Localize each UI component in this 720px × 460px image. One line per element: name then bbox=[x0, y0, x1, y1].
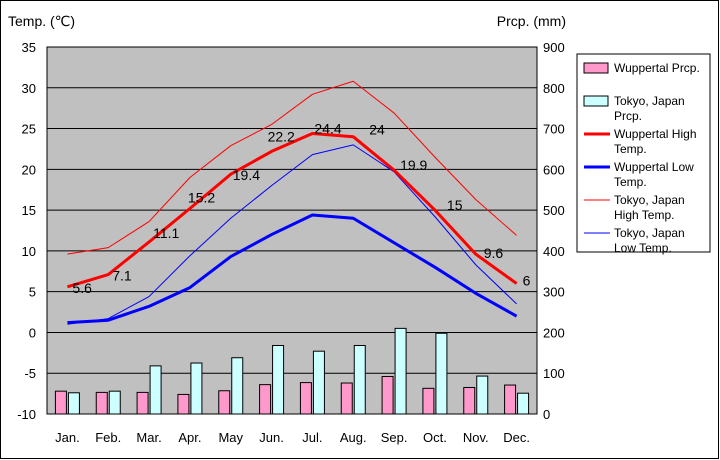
right-tick-label: 800 bbox=[543, 81, 565, 96]
bar-wuppertal-prcp bbox=[504, 384, 517, 415]
bar-wuppertal-prcp bbox=[381, 375, 394, 415]
bar-wuppertal-prcp bbox=[218, 390, 231, 415]
left-tick-label: 5 bbox=[29, 285, 36, 300]
data-labels-layer: 5.6 7.1 11.1 15.2 19.4 22.2 24.4 24 19.9 15 9.6 6 bbox=[72, 120, 530, 295]
right-tick-label: 600 bbox=[543, 162, 565, 177]
legend-label: Low Temp. bbox=[614, 241, 672, 255]
data-label: 11.1 bbox=[153, 225, 179, 241]
bar-wuppertal-prcp bbox=[299, 382, 312, 415]
left-tick-label: 15 bbox=[22, 203, 36, 218]
x-tick-label: Jun. bbox=[259, 430, 284, 445]
right-tick-label: 100 bbox=[543, 366, 565, 381]
right-axis-label: Prcp. (mm) bbox=[497, 13, 566, 29]
x-tick-label: Sep. bbox=[381, 430, 408, 445]
x-tick-label: Jan. bbox=[55, 430, 80, 445]
bar-tokyo-japan-prcp bbox=[108, 390, 121, 415]
legend-label: Wuppertal Prcp. bbox=[614, 61, 700, 75]
legend-label: Wuppertal High bbox=[614, 127, 697, 141]
bar-tokyo-japan-prcp bbox=[231, 357, 244, 415]
data-label: 5.6 bbox=[72, 280, 92, 296]
line-tokyo-japan-low-temp bbox=[67, 144, 517, 325]
bar-wuppertal-prcp bbox=[259, 384, 272, 415]
data-label: 15.2 bbox=[188, 189, 215, 205]
line-wuppertal-low-temp bbox=[67, 213, 518, 325]
line-tokyo-japan-high-temp bbox=[67, 80, 517, 255]
legend-label: Prcp. bbox=[614, 109, 642, 123]
data-label: 24.4 bbox=[314, 120, 341, 136]
legend: Wuppertal Prcp.Tokyo, JapanPrcp.Wupperta… bbox=[583, 61, 700, 255]
x-tick-label: Dec. bbox=[503, 430, 530, 445]
data-label: 19.4 bbox=[233, 167, 260, 183]
legend-label: High Temp. bbox=[614, 208, 674, 222]
bar-wuppertal-prcp bbox=[54, 390, 67, 415]
legend-box bbox=[576, 53, 711, 253]
x-tick-label: Oct. bbox=[423, 430, 447, 445]
bar-wuppertal-prcp bbox=[136, 391, 149, 415]
legend-swatch bbox=[583, 95, 609, 107]
x-axis-ticks: Jan. Feb. Mar. Apr. May Jun. Jul. Aug. Sep. Oct. N… bbox=[55, 430, 530, 445]
left-tick-label: 35 bbox=[22, 40, 36, 55]
right-tick-label: 300 bbox=[543, 285, 565, 300]
bar-tokyo-japan-prcp bbox=[149, 365, 162, 415]
x-tick-label: Jul. bbox=[302, 430, 322, 445]
bars-layer bbox=[54, 327, 530, 415]
bar-tokyo-japan-prcp bbox=[435, 332, 448, 415]
data-label: 22.2 bbox=[268, 128, 295, 144]
legend-label: Tokyo, Japan bbox=[614, 193, 685, 207]
x-tick-label: Apr. bbox=[178, 430, 201, 445]
x-tick-label: Mar. bbox=[136, 430, 161, 445]
left-tick-label: 20 bbox=[22, 162, 36, 177]
bar-wuppertal-prcp bbox=[422, 387, 435, 415]
x-tick-label: Nov. bbox=[463, 430, 489, 445]
data-label: 15 bbox=[447, 197, 463, 213]
left-tick-label: -5 bbox=[24, 366, 36, 381]
bar-tokyo-japan-prcp bbox=[353, 344, 366, 415]
left-tick-label: 10 bbox=[22, 244, 36, 259]
data-label: 6 bbox=[523, 273, 531, 289]
right-tick-label: 500 bbox=[543, 203, 565, 218]
right-tick-label: 400 bbox=[543, 244, 565, 259]
legend-label: Wuppertal Low bbox=[614, 160, 694, 174]
line-wuppertal-high-temp bbox=[66, 131, 518, 289]
right-axis-ticks: 0 100 200 300 400 500 600 700 800 900 bbox=[543, 40, 565, 422]
bar-wuppertal-prcp bbox=[340, 382, 353, 415]
bar-tokyo-japan-prcp bbox=[394, 327, 407, 415]
left-axis-label: Temp. (℃) bbox=[8, 13, 75, 29]
bar-tokyo-japan-prcp bbox=[67, 392, 80, 415]
data-label: 24 bbox=[369, 122, 385, 138]
right-tick-label: 700 bbox=[543, 122, 565, 137]
bar-wuppertal-prcp bbox=[95, 391, 108, 415]
left-axis-ticks: -10 -5 0 5 10 15 20 25 30 35 bbox=[17, 40, 36, 422]
legend-label: Temp. bbox=[614, 175, 647, 189]
legend-label: Temp. bbox=[614, 142, 647, 156]
bar-tokyo-japan-prcp bbox=[517, 392, 530, 415]
left-tick-label: 25 bbox=[22, 122, 36, 137]
legend-label: Tokyo, Japan bbox=[614, 226, 685, 240]
data-label: 19.9 bbox=[400, 157, 427, 173]
plot-area bbox=[46, 46, 538, 415]
bar-tokyo-japan-prcp bbox=[190, 362, 203, 415]
bar-wuppertal-prcp bbox=[463, 386, 476, 415]
data-label: 9.6 bbox=[484, 245, 504, 261]
bar-tokyo-japan-prcp bbox=[312, 350, 325, 415]
bar-tokyo-japan-prcp bbox=[476, 375, 489, 415]
grid-lines bbox=[47, 87, 537, 374]
right-tick-label: 200 bbox=[543, 325, 565, 340]
x-tick-label: May bbox=[218, 430, 243, 445]
left-tick-label: -10 bbox=[17, 407, 36, 422]
x-tick-label: Feb. bbox=[95, 430, 121, 445]
bar-tokyo-japan-prcp bbox=[272, 344, 285, 415]
lines-layer bbox=[66, 80, 518, 325]
legend-label: Tokyo, Japan bbox=[614, 94, 685, 108]
right-tick-label: 900 bbox=[543, 40, 565, 55]
right-tick-label: 0 bbox=[543, 407, 550, 422]
bar-wuppertal-prcp bbox=[177, 393, 190, 415]
x-tick-label: Aug. bbox=[340, 430, 367, 445]
legend-swatch bbox=[583, 62, 609, 74]
data-label: 7.1 bbox=[112, 268, 132, 284]
left-tick-label: 30 bbox=[22, 81, 36, 96]
left-tick-label: 0 bbox=[29, 325, 36, 340]
